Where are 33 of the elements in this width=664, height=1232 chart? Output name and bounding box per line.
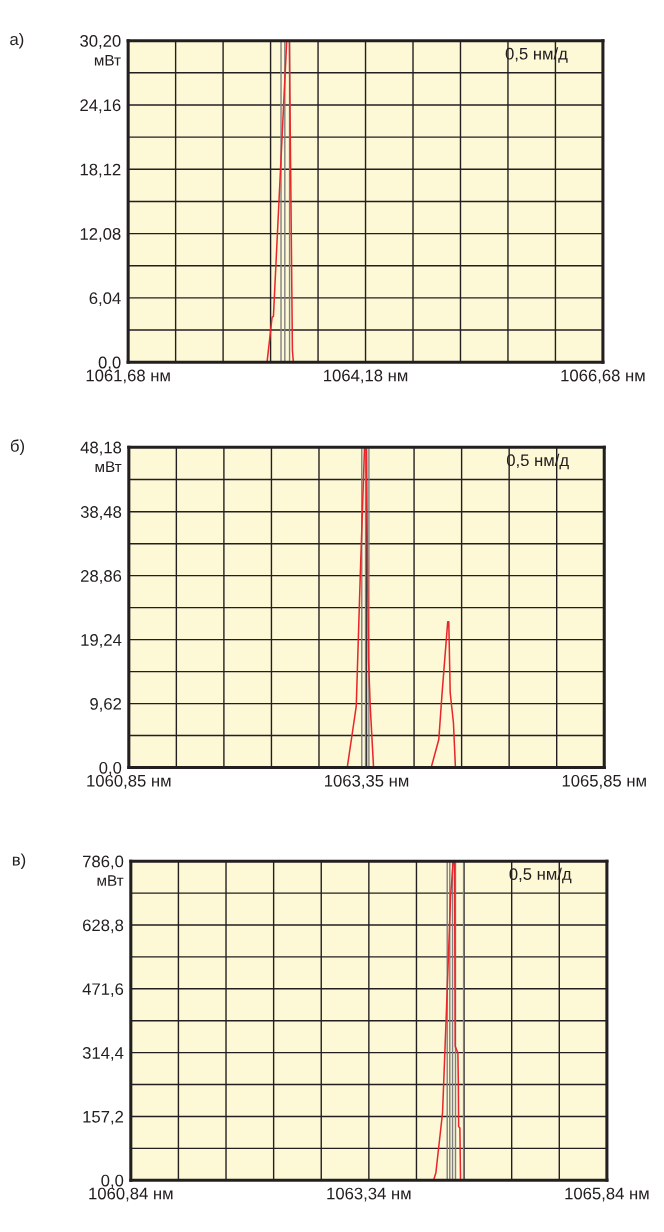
y-tick-label: 28,86: [81, 570, 122, 584]
y-tick-label: 786,0: [83, 855, 124, 870]
y-axis-title: мВт: [95, 461, 122, 472]
y-tick-label: 471,6: [82, 983, 124, 997]
x-tick-label: 1065,84 нм: [565, 1187, 649, 1202]
x-tick-label: 1060,85 нм: [87, 774, 171, 789]
y-tick-label: 18,12: [80, 163, 121, 178]
x-tick-label: 1065,85 нм: [562, 774, 646, 789]
y-tick-label: 314,4: [82, 1047, 124, 1061]
x-tick-label: 1063,34 нм: [327, 1187, 411, 1202]
y-tick-label: 30,20: [80, 35, 121, 49]
y-tick-label: 628,8: [83, 919, 124, 934]
y-tick-label: 38,48: [80, 506, 122, 520]
y-tick-label: 0,0: [101, 1174, 124, 1189]
y-tick-label: 19,24: [81, 634, 122, 648]
y-tick-label: 9,62: [90, 697, 122, 712]
x-tick-label: 1060,84 нм: [89, 1187, 173, 1202]
y-axis-title: мВт: [94, 55, 121, 66]
chart-title: в): [12, 853, 26, 869]
y-axis-title: мВт: [97, 875, 124, 886]
y-tick-label: 0,0: [98, 356, 121, 371]
y-tick-label: 24,16: [80, 99, 121, 114]
y-tick-label: 48,18: [80, 441, 122, 456]
x-tick-label: 1063,35 нм: [325, 774, 409, 789]
x-tick-label: 1061,68 нм: [86, 369, 170, 384]
y-tick-label: 0,0: [99, 761, 122, 776]
y-tick-label: 157,2: [83, 1110, 124, 1125]
chart-title: а): [10, 32, 24, 49]
chart-title: б): [10, 439, 25, 456]
x-tick-label: 1066,68 нм: [561, 369, 645, 384]
y-tick-label: 12,08: [80, 227, 121, 242]
y-tick-label: 6,04: [89, 292, 121, 307]
x-tick-label: 1064,18 нм: [324, 369, 408, 384]
